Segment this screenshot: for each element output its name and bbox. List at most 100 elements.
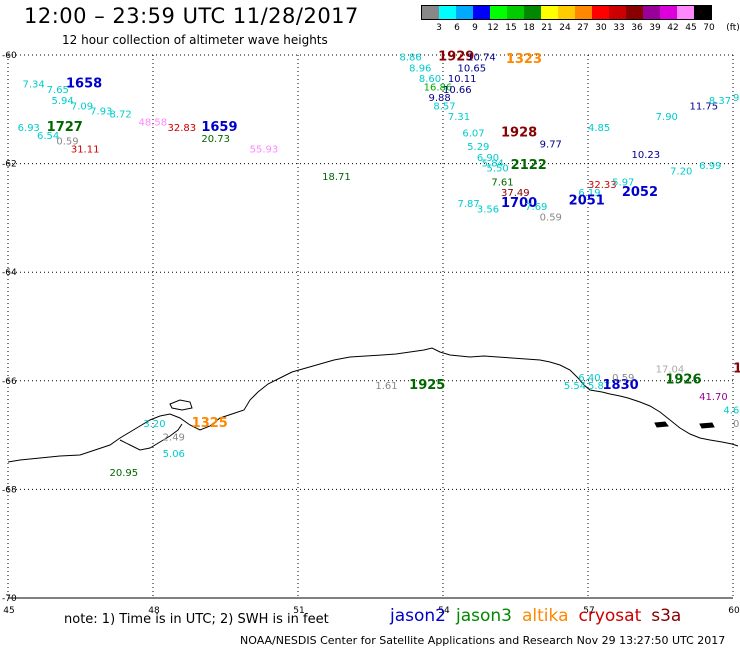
legend-swatch	[575, 6, 592, 19]
lat-tick-label: -66	[2, 377, 17, 387]
wave-height-value: 7.31	[448, 112, 470, 123]
legend-swatch	[439, 6, 456, 19]
satellite-altika: altika	[522, 606, 569, 626]
legend-swatch	[660, 6, 677, 19]
legend-tick-labels: 3 6 9 12 15 18 21 24 27 30 33 36 39 42 45 70 (ft)	[421, 23, 740, 35]
wave-height-value: 0.59	[733, 419, 740, 430]
legend-tick: 9	[472, 23, 478, 33]
wave-height-value: 6.90	[477, 153, 499, 164]
lon-tick-label: 48	[148, 606, 160, 616]
wave-height-value: 20.95	[110, 468, 139, 479]
pass-time-label: 1323	[506, 52, 542, 67]
satellite-legend: jason2 jason3 altika cryosat s3a	[390, 606, 691, 626]
pass-time-label: 1658	[66, 77, 102, 92]
lon-tick-label: 51	[293, 606, 304, 616]
lat-tick-label: -68	[2, 485, 17, 495]
legend-tick: 70	[703, 23, 715, 33]
legend-tick: 33	[613, 23, 625, 33]
legend-swatch	[609, 6, 626, 19]
lon-tick-label: 54	[438, 606, 450, 616]
legend-swatch	[643, 6, 660, 19]
wave-height-value: 10.23	[632, 150, 661, 161]
wave-height-value: 8.37	[709, 96, 731, 107]
legend-color-bar	[421, 5, 712, 20]
satellite-s3a: s3a	[651, 606, 682, 626]
wave-height-value: 9.82	[733, 93, 740, 104]
pass-time-label: 1926	[665, 373, 701, 388]
legend-tick: 18	[523, 23, 535, 33]
wave-height-value: 7.09	[71, 101, 93, 112]
legend-swatch	[490, 6, 507, 19]
island-1	[169, 399, 193, 411]
wave-height-value: 7.34	[23, 80, 45, 91]
wave-height-value: 6.19	[578, 188, 600, 199]
wave-height-value: 5.84	[482, 158, 504, 169]
wave-height-value: 4.69	[723, 405, 740, 416]
legend-tick: 30	[595, 23, 607, 33]
wave-height-value: 6.99	[699, 161, 721, 172]
wave-height-value: 0.59	[612, 373, 634, 384]
pass-time-label: 1929	[438, 49, 474, 64]
wave-height-value: 3.56	[477, 204, 499, 215]
legend-unit: (ft)	[726, 23, 740, 33]
wave-height-value: 7.93	[90, 107, 112, 118]
wave-height-value: 6.93	[18, 123, 40, 134]
wave-height-value: 6.40	[578, 373, 600, 384]
wave-height-value: 5.29	[467, 142, 489, 153]
wave-height-value: 10.74	[467, 52, 496, 63]
legend-swatch	[473, 6, 490, 19]
legend-tick: 39	[649, 23, 661, 33]
legend-swatch	[422, 6, 439, 19]
wave-height-value: 6.54	[37, 131, 59, 142]
wave-height-value: 7.69	[525, 202, 547, 213]
legend-tick: 24	[559, 23, 571, 33]
wave-height-value: 11.75	[690, 101, 719, 112]
wave-height-value: 20.73	[201, 134, 230, 145]
lat-tick-label: -64	[2, 268, 17, 278]
pass-time-label: 2122	[511, 158, 547, 173]
pass-time-label: 1727	[47, 120, 83, 135]
satellite-jason3: jason3	[456, 606, 512, 626]
lat-tick-label: -70	[2, 594, 17, 604]
coastline-main	[7, 347, 739, 463]
wave-height-value: 8.60	[419, 74, 441, 85]
lon-tick-label: 60	[728, 606, 740, 616]
wave-height-value: 5.87	[588, 381, 610, 392]
legend-tick: 3	[436, 23, 442, 33]
wave-height-value: 7.65	[47, 85, 69, 96]
legend-swatch	[524, 6, 541, 19]
wave-height-value: 5.50	[487, 164, 509, 175]
wave-height-value: 8.96	[409, 63, 431, 74]
coastline-bay	[119, 423, 183, 451]
legend-swatch	[677, 6, 694, 19]
wave-height-value: 4.85	[588, 123, 610, 134]
lon-tick-label: 45	[3, 606, 14, 616]
legend-tick: 21	[541, 23, 553, 33]
wave-height-value: 10.66	[443, 85, 472, 96]
island-2	[654, 421, 669, 428]
pass-time-label: 2051	[569, 193, 605, 208]
legend-swatch	[626, 6, 643, 19]
wave-height-value: 2.49	[163, 433, 185, 444]
legend-tick: 45	[685, 23, 697, 33]
credit-line: NOAA/NESDIS Center for Satellite Applica…	[240, 634, 726, 647]
wave-height-value: 0.59	[56, 137, 78, 148]
pass-time-label: 1925	[409, 378, 445, 393]
wave-height-value: 32.83	[168, 123, 197, 134]
legend-swatch	[507, 6, 524, 19]
legend-tick: 27	[577, 23, 589, 33]
pass-time-label: 1700	[501, 196, 537, 211]
graticule	[7, 54, 734, 599]
pass-time-label: 1659	[201, 120, 237, 135]
legend-tick: 6	[454, 23, 460, 33]
lat-tick-label: -62	[2, 160, 17, 170]
legend-tick: 12	[487, 23, 499, 33]
wave-height-value: 5.54	[564, 381, 586, 392]
legend-tick: 42	[667, 23, 679, 33]
wave-height-value: 10.11	[448, 74, 477, 85]
legend-swatch	[456, 6, 473, 19]
wave-height-value: 9.88	[429, 93, 451, 104]
wave-height-value: 7.90	[656, 112, 678, 123]
wave-height-value: 8.86	[400, 52, 422, 63]
